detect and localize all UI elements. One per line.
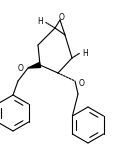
Text: H: H <box>81 49 87 58</box>
Text: H: H <box>37 17 43 26</box>
Text: O: O <box>78 78 84 88</box>
Text: O: O <box>59 13 64 22</box>
Text: O: O <box>18 63 24 73</box>
Polygon shape <box>28 63 40 68</box>
